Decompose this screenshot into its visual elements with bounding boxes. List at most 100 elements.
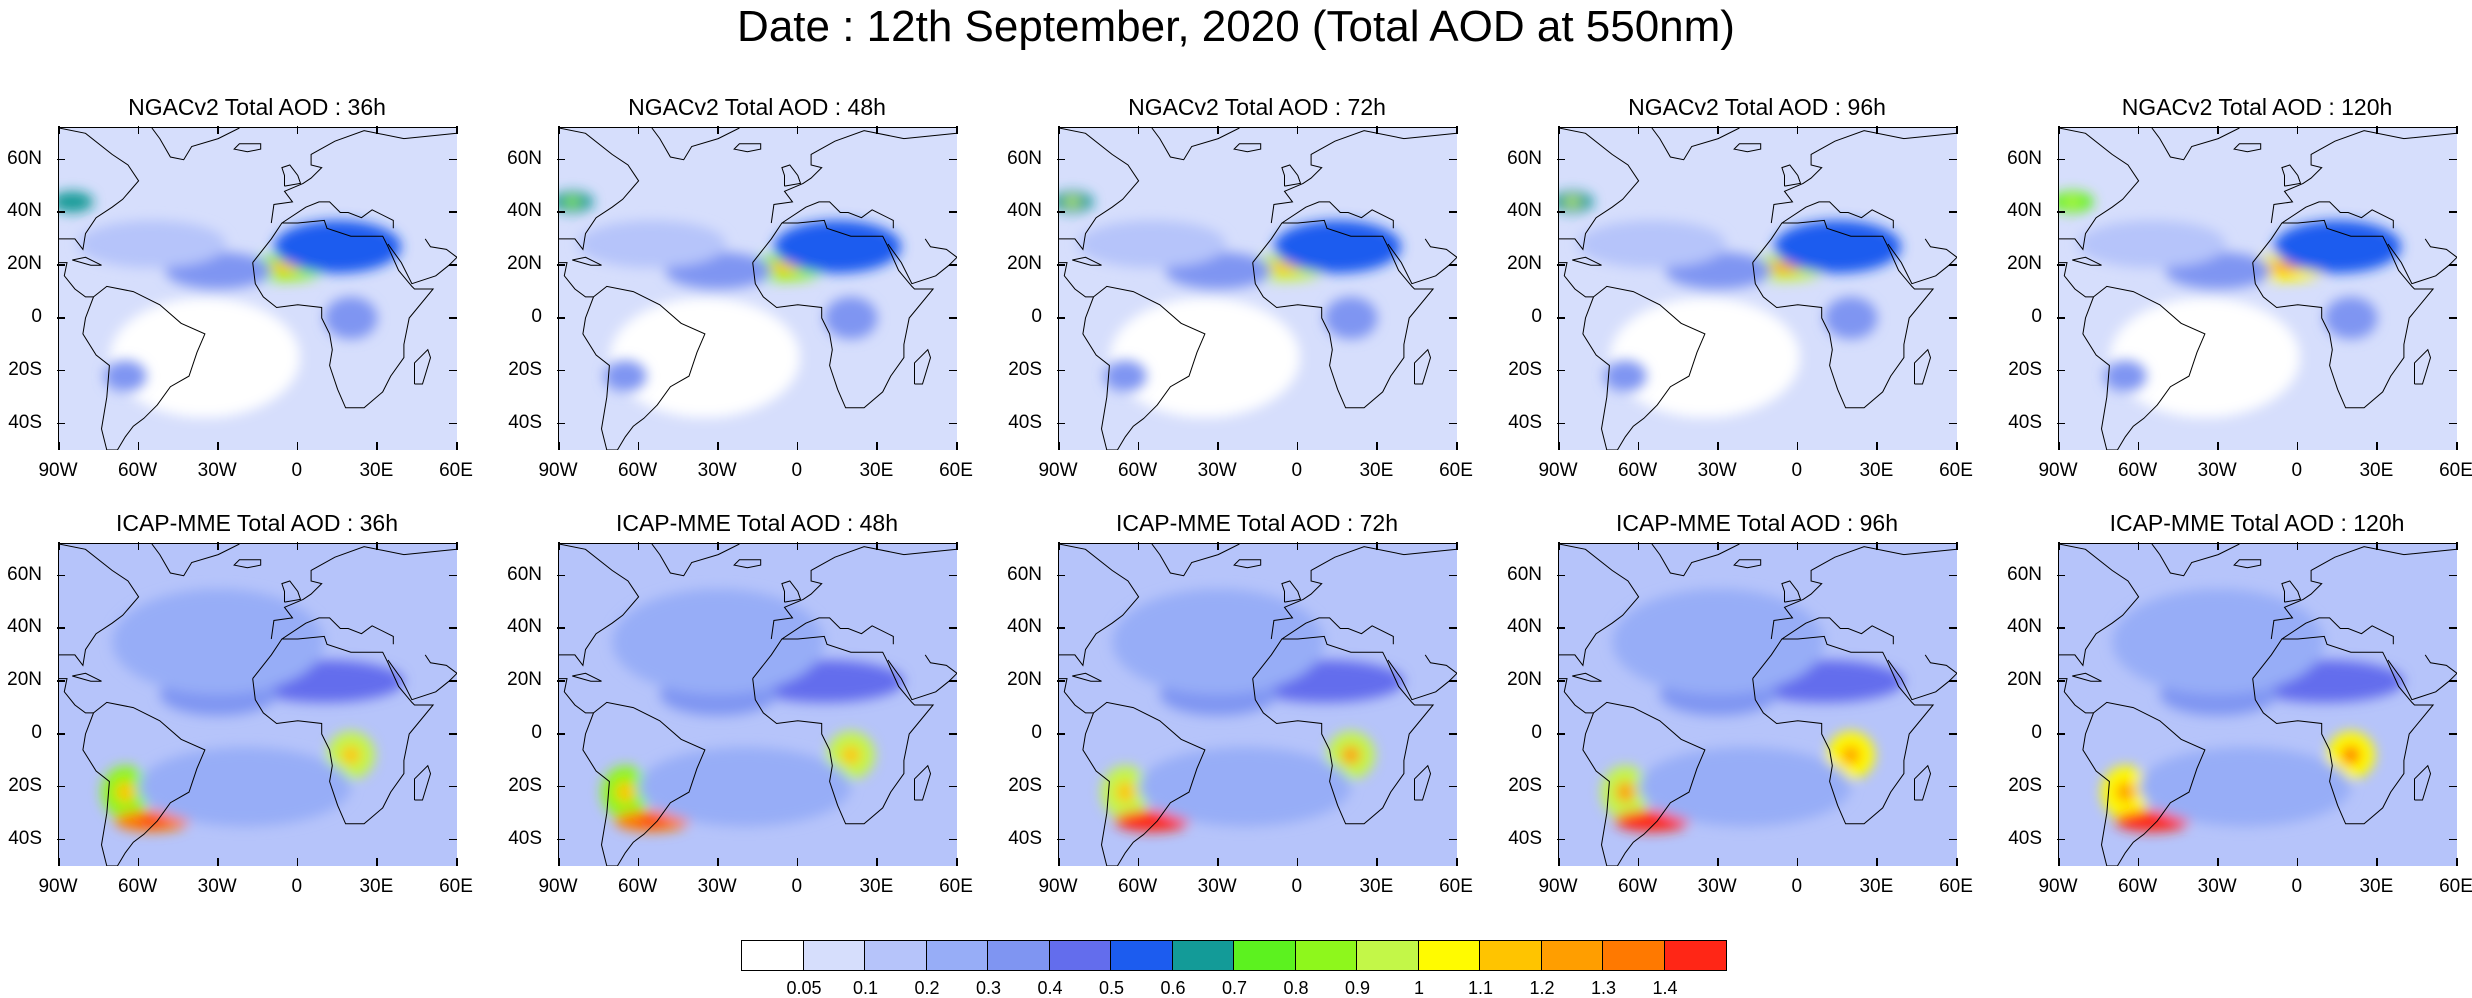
africa-coast [752, 219, 935, 409]
map-plot-area [1058, 127, 1457, 450]
y-tick-mark [57, 733, 65, 735]
y-tick-mark [1057, 627, 1065, 629]
x-tick-label: 60W [1118, 876, 1158, 897]
clean-air-region [609, 297, 800, 418]
madagascar-coast [1414, 348, 1432, 385]
x-tick-label: 30E [1859, 460, 1894, 481]
iceland-coast [233, 143, 262, 153]
x-tick-mark [1137, 442, 1140, 450]
north-america-coast [1559, 544, 1640, 667]
x-tick-mark [1637, 858, 1640, 866]
x-tick-mark [137, 858, 140, 866]
x-tick-mark [876, 542, 878, 550]
x-tick-mark [956, 858, 958, 866]
figure-title: Date : 12th September, 2020 (Total AOD a… [737, 2, 1735, 51]
x-tick-label: 60W [118, 460, 158, 481]
cuba-coast [1572, 256, 1602, 266]
x-tick-mark [2376, 126, 2378, 134]
x-tick-mark [1137, 858, 1140, 866]
x-tick-mark [2058, 442, 2060, 450]
y-tick-mark [1057, 422, 1065, 425]
cuba-coast [2072, 672, 2102, 682]
y-tick-mark [1057, 733, 1065, 735]
y-tick-mark [949, 627, 957, 629]
x-tick-mark [1376, 442, 1378, 450]
y-tick-mark [449, 785, 457, 788]
x-tick-mark [637, 442, 640, 450]
x-tick-label: 30W [2197, 460, 2237, 481]
x-tick-label: 60E [1439, 460, 1473, 481]
x-tick-label: 90W [38, 460, 78, 481]
y-tick-mark [2057, 785, 2065, 788]
y-tick-label: 20N [1507, 669, 1542, 691]
map-plot-area [2058, 127, 2457, 450]
y-tick-mark [57, 158, 65, 161]
y-tick-mark [1949, 422, 1957, 425]
x-tick-mark [376, 858, 378, 866]
y-tick-mark [57, 369, 65, 372]
colorbar-swatch [1295, 941, 1357, 970]
x-tick-label: 30E [2359, 460, 2394, 481]
y-tick-mark [1057, 158, 1065, 161]
x-tick-mark [376, 126, 378, 134]
y-tick-mark [1949, 158, 1957, 161]
map-panel: NGACv2 Total AOD : 72h 60N 40N 20N 0 20S 40S 90… [1007, 94, 1473, 481]
cuba-coast [572, 672, 602, 682]
x-tick-label: 60W [618, 460, 658, 481]
y-tick-mark [1449, 733, 1457, 735]
madagascar-coast [414, 348, 432, 385]
y-tick-mark [557, 680, 565, 682]
y-tick-mark [1449, 422, 1457, 425]
y-tick-label: 40S [2008, 827, 2042, 849]
y-tick-mark [1557, 158, 1565, 161]
x-tick-mark [58, 126, 60, 134]
central-america-coast [1559, 262, 1594, 298]
madagascar-coast [1414, 764, 1432, 801]
aod-plume [59, 191, 94, 213]
y-tick-label: 0 [531, 306, 542, 328]
y-tick-mark [2449, 733, 2457, 735]
x-tick-label: 30W [697, 460, 737, 481]
iceland-coast [733, 143, 762, 153]
map-plot-area [558, 127, 957, 450]
europe-coast [2270, 546, 2457, 640]
greenland-coast [2151, 128, 2240, 161]
central-america-coast [2059, 262, 2094, 298]
y-tick-mark [1557, 627, 1565, 629]
north-america-coast [559, 128, 640, 251]
y-tick-label: 60N [1507, 147, 1542, 169]
y-tick-label: 0 [531, 722, 542, 744]
x-tick-mark [1956, 542, 1958, 550]
y-tick-label: 40N [7, 616, 42, 638]
y-tick-mark [57, 627, 65, 629]
aod-plume-core [841, 745, 861, 765]
y-tick-label: 40S [1508, 411, 1542, 433]
africa-coast [1252, 219, 1435, 409]
y-tick-mark [1449, 369, 1457, 372]
y-tick-label: 20S [1008, 774, 1042, 796]
colorbar-swatch [865, 941, 927, 970]
x-tick-label: 90W [2038, 460, 2078, 481]
y-tick-mark [1949, 733, 1957, 735]
british-isles-coast [1281, 164, 1302, 187]
aod-plume [577, 220, 727, 268]
british-isles-coast [781, 164, 802, 187]
x-tick-mark [876, 858, 878, 866]
y-tick-mark [57, 317, 65, 319]
colorbar-swatch [1664, 941, 1726, 970]
y-tick-mark [1057, 785, 1065, 788]
y-tick-label: 20N [507, 253, 542, 275]
x-tick-label: 90W [1538, 876, 1578, 897]
x-tick-mark [2058, 858, 2060, 866]
y-tick-mark [557, 317, 565, 319]
y-tick-mark [1557, 574, 1565, 577]
y-tick-mark [557, 264, 565, 266]
y-tick-mark [1057, 317, 1065, 319]
colorbar-tick-label: 1.4 [1652, 978, 1678, 998]
colorbar-swatch [1480, 941, 1542, 970]
x-tick-mark [1296, 858, 1299, 866]
colorbar-tick-label: 1.2 [1529, 978, 1555, 998]
x-tick-label: 30W [1197, 460, 1237, 481]
y-tick-mark [949, 733, 957, 735]
colorbar-swatch [803, 941, 865, 970]
